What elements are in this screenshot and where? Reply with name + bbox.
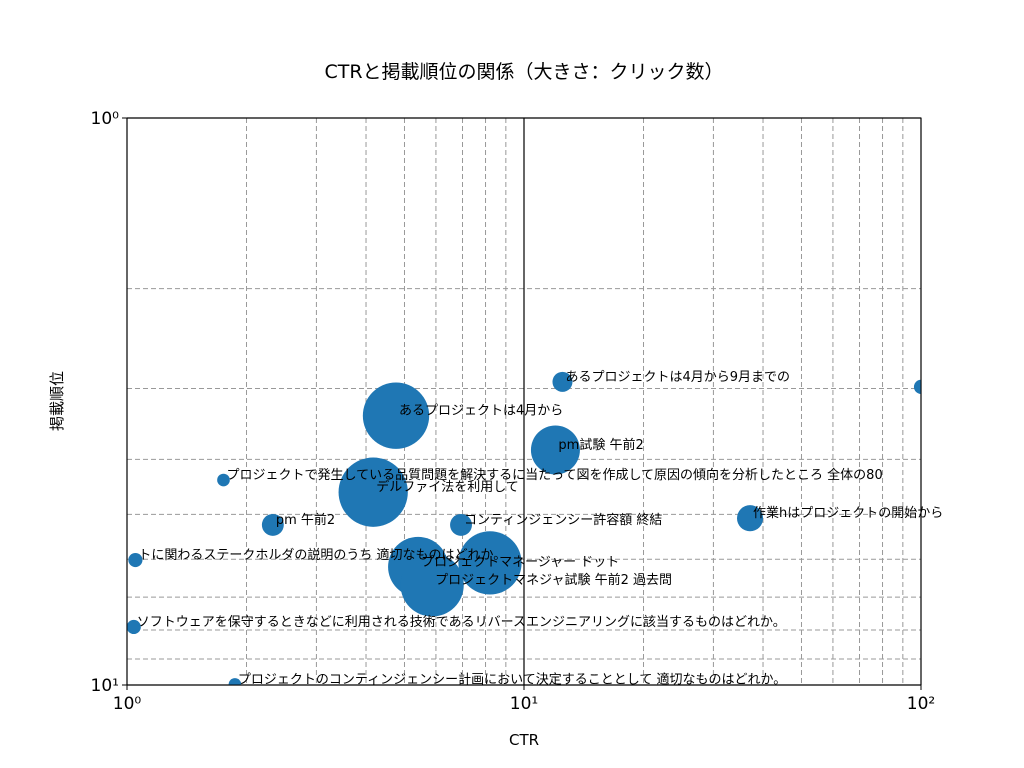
bubble xyxy=(127,619,141,635)
bubble xyxy=(400,553,464,617)
bubble xyxy=(338,457,408,527)
x-axis-label: CTR xyxy=(509,731,539,749)
chart-title: CTRと掲載順位の関係（大きさ：クリック数） xyxy=(324,61,723,83)
bubble xyxy=(530,425,580,475)
point-label: pm 午前2 xyxy=(276,512,335,528)
point-label: 作業hはプロジェクトの開始から xyxy=(753,505,943,521)
point-label: デルファイ法を利用して xyxy=(376,479,519,495)
point-label: あるプロジェクトは4月から xyxy=(399,404,563,419)
bubble xyxy=(228,678,242,685)
bubble xyxy=(128,552,143,568)
x-tick-label: 10² xyxy=(907,694,935,714)
bubble xyxy=(217,473,230,487)
point-label: プロジェクトマネジャ試験 午前2 過去問 xyxy=(435,572,672,588)
bubble xyxy=(450,513,472,536)
bubble xyxy=(552,371,573,392)
bubble xyxy=(362,382,430,449)
bubble xyxy=(261,513,284,536)
bubble xyxy=(737,505,764,532)
y-tick-label: 10⁰ xyxy=(91,109,120,129)
point-label: あるプロジェクトは4月から9月までの xyxy=(565,370,790,385)
point-label: プロジェクトで発生している品質問題を解決するに当たって図を作成して原因の傾向を分… xyxy=(226,467,882,483)
x-tick-label: 10¹ xyxy=(510,694,538,714)
y-axis-label: 掲載順位 xyxy=(48,371,66,431)
bubble xyxy=(458,531,522,595)
grid xyxy=(126,117,922,686)
x-tick-label: 10⁰ xyxy=(113,694,142,714)
point-label: トに関わるステークホルダの説明のうち 適切なものはどれか。 xyxy=(138,547,506,563)
point-label: pm試験 午前2 xyxy=(558,437,643,453)
points xyxy=(127,371,921,685)
point-label: ソフトウェアを保守するときなどに利用される技術であるリバースエンジニアリングに該… xyxy=(137,614,786,630)
point-label: プロジェクトのコンティンジェンシー計画において決定することとして 適切なものはど… xyxy=(238,672,786,688)
bubble xyxy=(913,379,921,394)
y-tick-label: 10¹ xyxy=(91,676,119,696)
point-label: コンティンジェンシー許容額 終結 xyxy=(464,512,662,528)
point-label: プロジェクトマネージャー ドット xyxy=(421,555,619,570)
